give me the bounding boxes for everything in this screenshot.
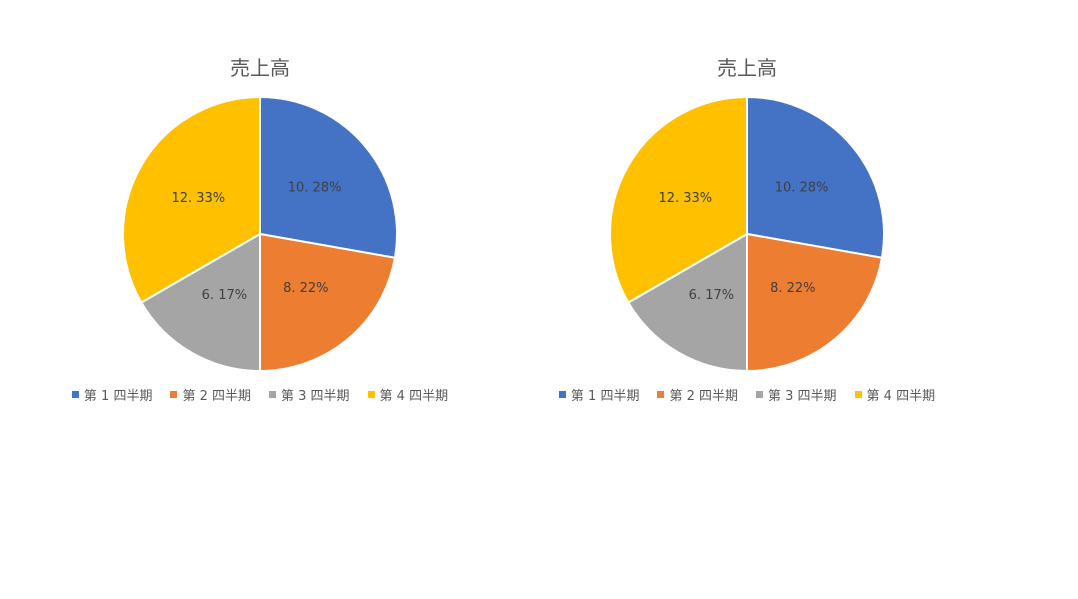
chart-title-text: 売上高	[717, 56, 777, 80]
data-label: 10. 28%	[775, 181, 829, 196]
legend-swatch	[367, 391, 375, 398]
pie-slice	[626, 232, 748, 373]
legend-label: 第 1 四半期	[570, 389, 640, 404]
legend-label: 第 3 四半期	[281, 389, 350, 404]
pie-chart-1: 売上高 10. 28% 8. 22% 6. 17% 12. 33% 第 1 四半期 第…	[0, 0, 520, 440]
legend-label: 第 3 四半期	[768, 389, 837, 404]
legend-label: 第 4 四半期	[379, 389, 449, 404]
pie-slice	[259, 232, 397, 373]
pie-slice	[122, 95, 261, 304]
legend-item-q4: 第 4 四半期	[367, 385, 449, 404]
data-label: 10. 28%	[288, 181, 342, 196]
legend-swatch	[71, 391, 79, 398]
pie-slice	[139, 232, 261, 373]
legend-item-q3: 第 3 四半期	[756, 385, 837, 404]
chart-title: 売上高	[487, 52, 1007, 81]
chart-legend: 第 1 四半期 第 2 四半期 第 3 四半期 第 4 四半期	[487, 385, 1007, 404]
legend-item-q1: 第 1 四半期	[558, 385, 640, 404]
data-label: 12. 33%	[658, 191, 712, 206]
legend-swatch	[558, 391, 566, 398]
data-label: 8. 22%	[770, 281, 815, 296]
legend-item-q3: 第 3 四半期	[269, 385, 350, 404]
legend-swatch	[756, 391, 763, 398]
legend-label: 第 1 四半期	[83, 389, 153, 404]
legend-swatch	[854, 391, 862, 398]
pie-plot: 10. 28% 8. 22% 6. 17% 12. 33%	[122, 95, 398, 373]
data-label: 12. 33%	[171, 191, 225, 206]
legend-item-q4: 第 4 四半期	[854, 385, 936, 404]
legend-label: 第 2 四半期	[669, 389, 738, 404]
legend-label: 第 4 四半期	[866, 389, 936, 404]
pie-slice	[609, 95, 748, 304]
chart-title-text: 売上高	[230, 56, 290, 80]
data-label: 6. 17%	[689, 288, 734, 303]
chart-legend: 第 1 四半期 第 2 四半期 第 3 四半期 第 4 四半期	[0, 385, 520, 404]
legend-swatch	[170, 391, 178, 398]
pie-slice	[746, 232, 884, 373]
chart-title: 売上高	[0, 52, 520, 81]
data-label: 6. 17%	[202, 288, 247, 303]
legend-swatch	[657, 391, 665, 398]
legend-label: 第 2 四半期	[182, 389, 251, 404]
legend-item-q2: 第 2 四半期	[657, 385, 738, 404]
legend-item-q1: 第 1 四半期	[71, 385, 153, 404]
pie-slice	[746, 95, 885, 259]
pie-slice	[259, 95, 398, 259]
pie-chart-2: 売上高 10. 28% 8. 22% 6. 17% 12. 33% 第 1 四半期 第…	[487, 0, 1007, 440]
legend-item-q2: 第 2 四半期	[170, 385, 251, 404]
pie-plot: 10. 28% 8. 22% 6. 17% 12. 33%	[609, 95, 885, 373]
legend-swatch	[269, 391, 276, 398]
data-label: 8. 22%	[283, 281, 328, 296]
